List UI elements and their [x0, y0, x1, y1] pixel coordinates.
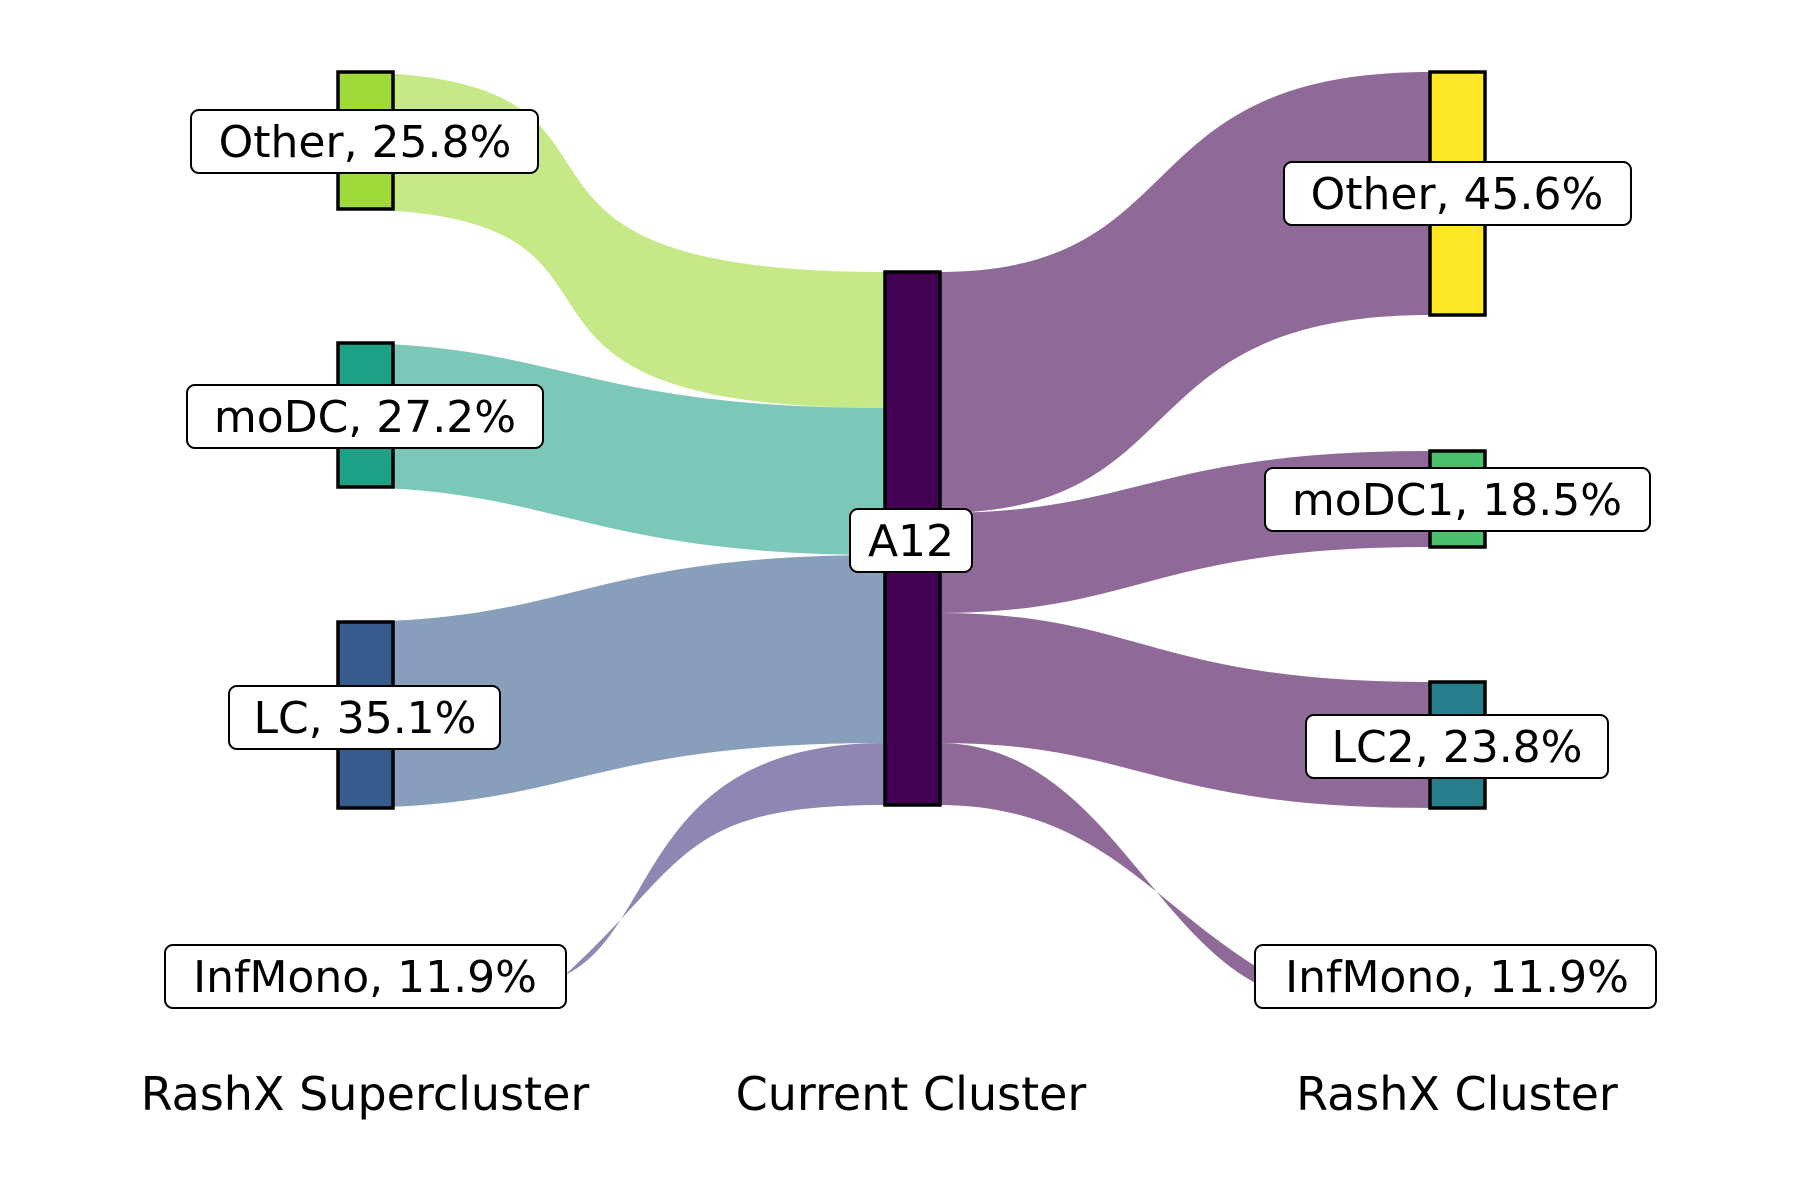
label-a12: A12 [849, 508, 973, 573]
svg-text:LC2, 23.8%: LC2, 23.8% [1332, 722, 1583, 773]
svg-text:moDC1, 18.5%: moDC1, 18.5% [1292, 475, 1622, 526]
svg-text:LC, 35.1%: LC, 35.1% [254, 693, 477, 744]
label-right-infmono: InfMono, 11.9% [1254, 944, 1657, 1009]
svg-text:InfMono, 11.9%: InfMono, 11.9% [193, 952, 537, 1003]
flow-infmono-to-a12 [565, 743, 885, 975]
column-title-right: RashX Cluster [1296, 1067, 1618, 1121]
flow-a12-to-infmono [938, 743, 1270, 990]
label-right-other: Other, 45.6% [1283, 161, 1632, 226]
svg-text:InfMono, 11.9%: InfMono, 11.9% [1285, 952, 1629, 1003]
column-title-left: RashX Supercluster [141, 1067, 590, 1121]
svg-text:moDC, 27.2%: moDC, 27.2% [214, 392, 516, 443]
label-modc1: moDC1, 18.5% [1264, 467, 1651, 532]
left-labels: Other, 25.8% moDC, 27.2% LC, 35.1% InfMo… [164, 109, 567, 1009]
column-title-center: Current Cluster [736, 1067, 1087, 1121]
left-flows [340, 72, 885, 975]
label-modc: moDC, 27.2% [186, 384, 544, 449]
label-lc: LC, 35.1% [228, 685, 501, 750]
right-labels: Other, 45.6% moDC1, 18.5% LC2, 23.8% Inf… [1254, 161, 1657, 1009]
svg-text:Other, 45.6%: Other, 45.6% [1311, 169, 1604, 220]
svg-text:Other, 25.8%: Other, 25.8% [219, 117, 512, 168]
svg-text:A12: A12 [868, 516, 954, 567]
flow-a12-to-other [938, 72, 1430, 513]
label-lc2: LC2, 23.8% [1305, 714, 1609, 779]
label-other: Other, 25.8% [190, 109, 539, 174]
label-infmono: InfMono, 11.9% [164, 944, 567, 1009]
